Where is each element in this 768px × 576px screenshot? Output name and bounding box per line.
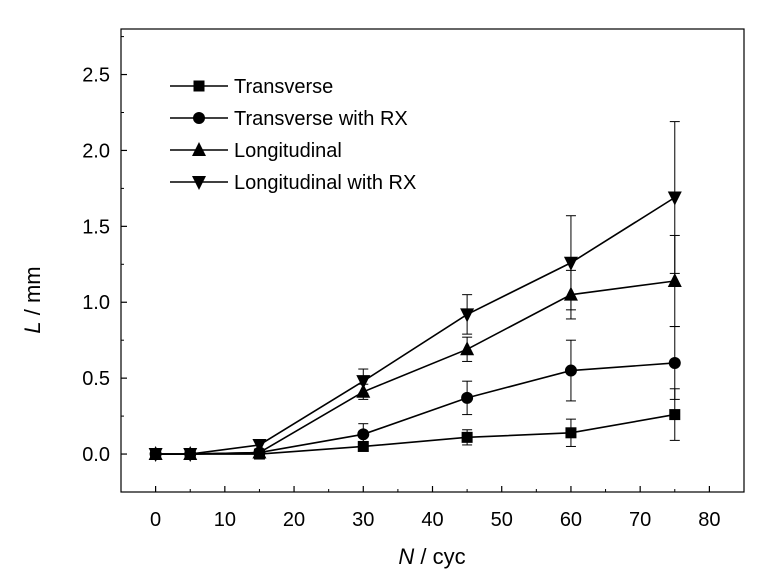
- legend-label: Transverse: [234, 76, 333, 98]
- x-tick-label: 50: [491, 509, 513, 531]
- series-circle: [149, 326, 681, 461]
- y-axis-ticks: 0.0 0.5 1.0 1.5 2.0 2.5: [82, 36, 127, 466]
- data-point: [565, 427, 577, 439]
- y-tick-label: 1.0: [82, 292, 110, 314]
- legend-marker: [192, 142, 206, 156]
- y-tick-label: 2.0: [82, 140, 110, 162]
- data-point: [148, 448, 163, 463]
- y-tick-label: 2.5: [82, 65, 110, 87]
- data-point: [252, 438, 267, 453]
- y-tick-label: 0.5: [82, 368, 110, 390]
- plot-frame: [120, 28, 745, 493]
- legend-entry: Longitudinal: [170, 140, 342, 162]
- data-point: [356, 375, 371, 390]
- legend-marker: [193, 80, 205, 92]
- y-tick-label: 0.0: [82, 444, 110, 466]
- x-tick-label: 0: [150, 509, 161, 531]
- legend-marker: [192, 176, 206, 190]
- data-point: [460, 341, 475, 356]
- data-point: [667, 272, 682, 287]
- data-point: [460, 308, 475, 323]
- y-axis-title: L / mm: [20, 266, 45, 333]
- data-point: [357, 440, 369, 452]
- x-axis-ticks: 0 10 20 30 40 50 60 70 80: [150, 486, 721, 531]
- legend-label: Transverse with RX: [234, 108, 408, 130]
- legend-entry: Transverse: [170, 76, 333, 98]
- legend-marker: [193, 112, 205, 124]
- data-point: [461, 431, 473, 443]
- x-tick-label: 10: [214, 509, 236, 531]
- legend-entry: Longitudinal with RX: [170, 172, 416, 194]
- x-axis-title: N / cyc: [398, 544, 465, 569]
- legend: Transverse Transverse with RX Longitudinal…: [170, 76, 416, 194]
- series-line: [155, 362, 675, 455]
- data-point: [183, 448, 198, 463]
- series-layer: [148, 121, 682, 463]
- data-point: [357, 428, 370, 441]
- data-point: [461, 391, 474, 404]
- data-point: [667, 191, 682, 206]
- data-point: [668, 356, 681, 369]
- legend-label: Longitudinal with RX: [234, 172, 416, 194]
- legend-entry: Transverse with RX: [170, 108, 408, 130]
- y-tick-label: 1.5: [82, 216, 110, 238]
- x-tick-label: 70: [629, 509, 651, 531]
- data-point: [669, 409, 681, 421]
- series-triangle-down: [148, 121, 682, 463]
- x-tick-label: 80: [698, 509, 720, 531]
- x-tick-label: 40: [421, 509, 443, 531]
- x-tick-label: 20: [283, 509, 305, 531]
- x-tick-label: 30: [352, 509, 374, 531]
- x-tick-label: 60: [560, 509, 582, 531]
- legend-label: Longitudinal: [234, 140, 342, 162]
- data-point: [564, 364, 577, 377]
- data-point: [563, 256, 578, 271]
